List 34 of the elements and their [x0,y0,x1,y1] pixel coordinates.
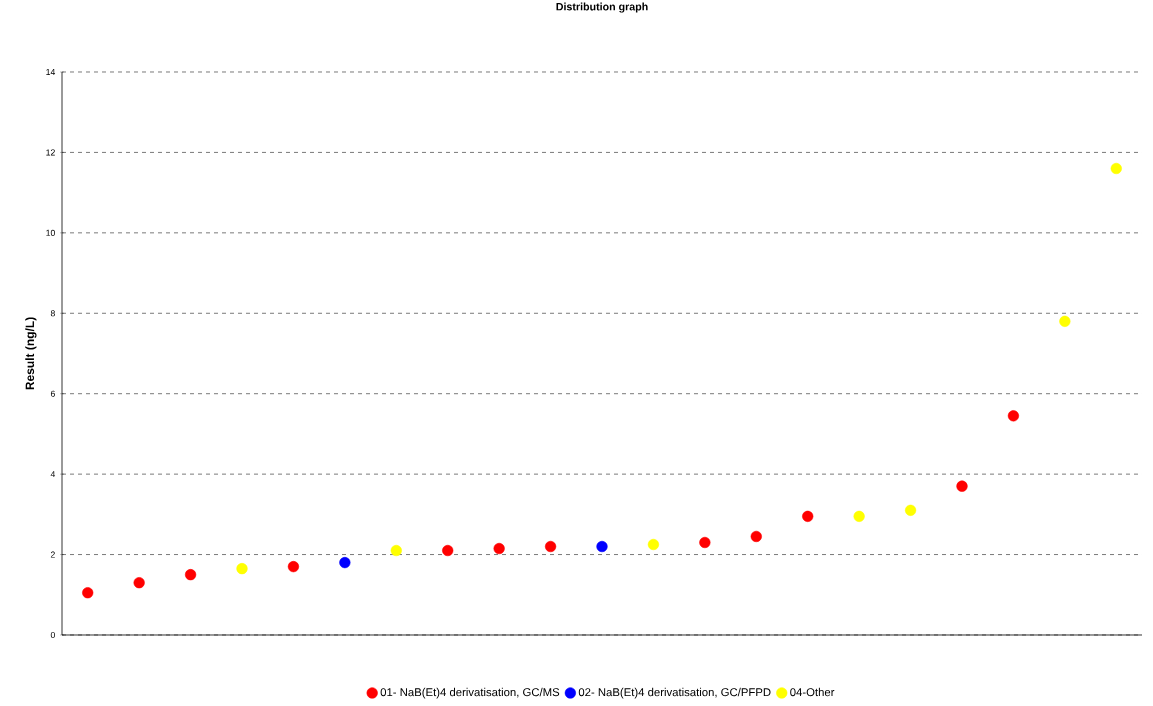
y-tick-label: 14 [46,69,56,75]
point [750,530,762,543]
point [1007,410,1020,422]
point [184,569,197,581]
y-tick-label: 4 [50,471,56,478]
chart-title: Distribution graph [556,2,648,13]
legend-label: 02- NaB(Et)4 derivatisation, GC/PFPD [578,687,771,699]
y-tick-label: 6 [50,390,55,397]
y-tick-label: 0 [50,631,55,639]
y-tick-label: 2 [50,551,55,558]
legend-label: 04-Other [790,687,835,697]
point [699,536,711,549]
point [1059,315,1071,327]
point [904,504,917,516]
point [390,544,402,557]
legend-label: 01- NaB(Et)4 derivatisation, GC/MS [380,687,560,699]
point [596,540,608,553]
point [493,542,505,555]
point [133,577,145,589]
point [287,561,300,573]
point [339,557,351,569]
point [442,544,454,557]
point [956,480,968,492]
point [647,538,660,551]
y-tick-label: 10 [46,229,55,236]
point [236,563,248,575]
point [544,540,557,553]
point [1110,162,1122,175]
point [82,587,94,599]
point [802,510,814,522]
point [853,510,865,522]
y-tick-label: 12 [46,149,55,156]
y-axis-title: Result (ng/L) [25,317,37,390]
y-tick-label: 8 [50,310,55,317]
